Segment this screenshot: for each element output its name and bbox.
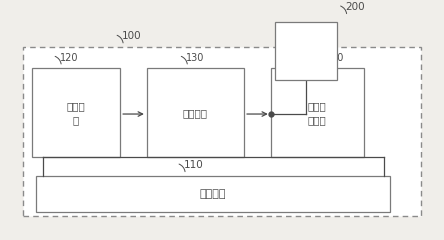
Bar bbox=[23, 47, 421, 216]
Text: 130: 130 bbox=[186, 53, 205, 62]
Text: 120: 120 bbox=[60, 53, 79, 62]
Bar bbox=[36, 176, 390, 212]
Text: 开关
单元: 开关 单元 bbox=[300, 39, 312, 63]
Text: 隔离电路: 隔离电路 bbox=[183, 108, 208, 118]
Text: 200: 200 bbox=[345, 2, 365, 12]
Text: 控制电路: 控制电路 bbox=[200, 189, 226, 199]
Text: 140: 140 bbox=[326, 53, 344, 62]
Text: 驱动电
路: 驱动电 路 bbox=[67, 101, 85, 125]
Bar bbox=[32, 68, 120, 157]
Text: 100: 100 bbox=[122, 31, 141, 42]
Bar bbox=[147, 68, 244, 157]
Bar bbox=[271, 68, 364, 157]
Text: 110: 110 bbox=[183, 160, 203, 170]
Bar bbox=[275, 22, 337, 80]
Text: 电压检
测电路: 电压检 测电路 bbox=[308, 101, 326, 125]
